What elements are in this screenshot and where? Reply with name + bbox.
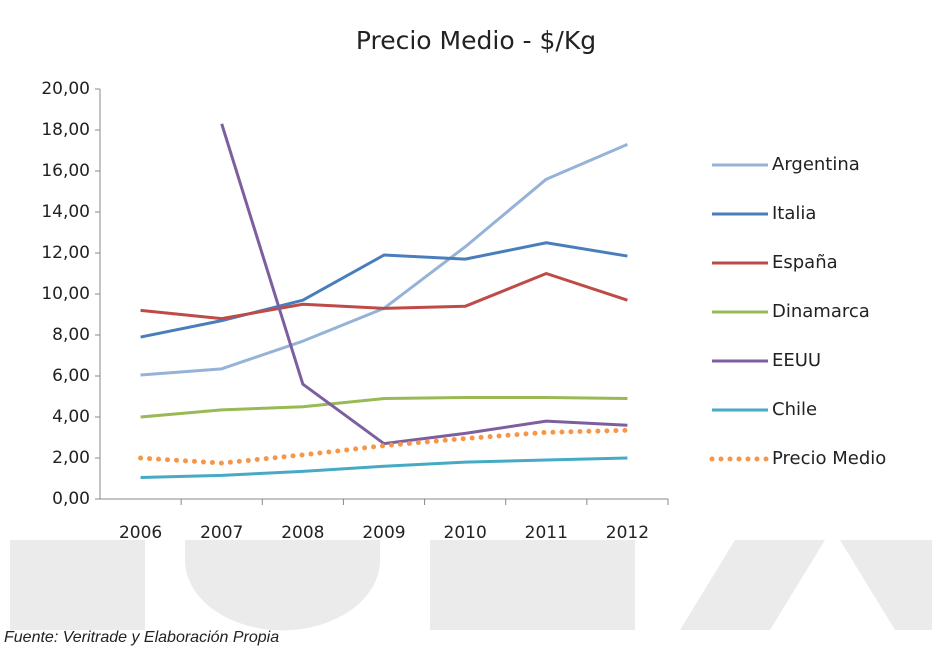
y-tick-label: 8,00 [52,325,90,345]
legend-label: Precio Medio [772,448,886,469]
watermark [10,540,932,631]
legend-label: España [772,252,838,273]
series-line [138,427,630,466]
x-tick-label: 2012 [606,523,649,543]
y-tick-label: 18,00 [41,120,90,140]
series-line [140,142,629,377]
y-tick-label: 14,00 [41,202,90,222]
series-line [140,272,628,321]
legend-label: Chile [772,399,817,420]
y-tick-label: 12,00 [41,243,90,263]
legend-label: Argentina [772,154,860,175]
series-line [220,123,628,446]
y-tick-label: 2,00 [52,448,90,468]
legend-label: Dinamarca [772,301,870,322]
y-tick-label: 10,00 [41,284,90,304]
y-tick-label: 16,00 [41,161,90,181]
x-tick-label: 2011 [525,523,568,543]
series-line [140,241,628,339]
x-tick-label: 2007 [200,523,243,543]
caption: Fuente: Veritrade y Elaboración Propia [4,629,279,646]
y-tick-label: 20,00 [41,79,90,99]
x-tick-label: 2009 [362,523,405,543]
series-line [140,396,628,419]
legend-label: Italia [772,203,816,224]
y-tick-label: 6,00 [52,366,90,386]
x-tick-label: 2008 [281,523,324,543]
legend-label: EEUU [772,350,821,371]
chart-title: Precio Medio - $/Kg [356,26,596,55]
x-tick-label: 2010 [444,523,487,543]
series-line [140,456,628,479]
x-tick-label: 2006 [119,523,162,543]
y-tick-label: 4,00 [52,407,90,427]
y-tick-label: 0,00 [52,489,90,509]
